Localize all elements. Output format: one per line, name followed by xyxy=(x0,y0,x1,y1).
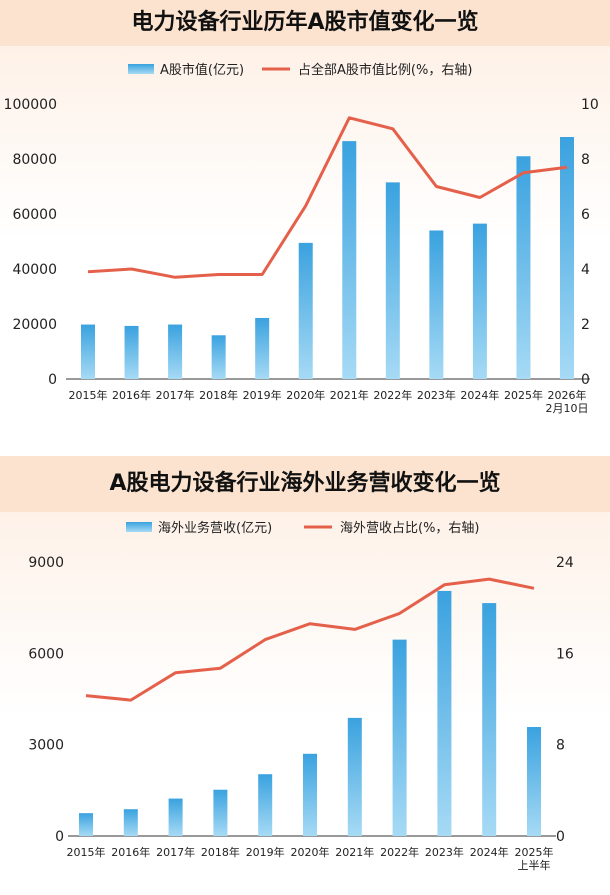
y-tick-label: 40000 xyxy=(12,262,57,278)
y-tick-label: 6000 xyxy=(28,646,64,662)
x-tick-label: 2024年 xyxy=(460,388,499,402)
y-tick-label: 0 xyxy=(48,372,57,388)
bar xyxy=(342,141,357,379)
legend-bar-label: A股市值(亿元) xyxy=(160,62,244,78)
x-tick-label: 2017年 xyxy=(156,845,195,859)
bar xyxy=(79,813,93,836)
chart-title: 电力设备行业历年A股市值变化一览 xyxy=(0,0,610,46)
x-tick-label: 2015年 xyxy=(69,388,108,402)
y2-tick-label: 0 xyxy=(556,829,565,845)
bar xyxy=(516,156,531,379)
x-tick-label: 2020年 xyxy=(286,388,325,402)
bar xyxy=(527,727,541,836)
y-tick-label: 80000 xyxy=(12,152,57,168)
bar xyxy=(168,324,183,379)
market-cap-chart: A股市值(亿元) 占全部A股市值比例(%，右轴) 0 20000 40000 60000 8… xyxy=(4,62,599,415)
overseas-revenue-chart-panel: A股电力设备行业海外业务营收变化一览 海外业务营收(亿元) 海外营收占比(%，右轴… xyxy=(0,456,610,895)
legend-line-label: 占全部A股市值比例(%，右轴) xyxy=(298,62,472,78)
y2-tick-label: 0 xyxy=(581,372,590,388)
x-tick-label: 2024年 xyxy=(470,845,509,859)
x-tick-label: 2025年上半年 xyxy=(515,845,554,872)
legend-line-label: 海外营收占比(%，右轴) xyxy=(340,521,480,536)
y2-tick-label: 8 xyxy=(581,152,590,168)
y2-tick-label: 4 xyxy=(581,262,590,278)
x-tick-label: 2021年 xyxy=(335,845,374,859)
bar xyxy=(81,324,95,379)
x-tick-label: 2023年 xyxy=(425,845,464,859)
bar xyxy=(303,753,317,836)
bar xyxy=(560,137,574,379)
bar xyxy=(392,639,407,836)
y-tick-label: 20000 xyxy=(12,317,57,333)
y2-tick-label: 8 xyxy=(556,738,565,754)
chart-title: A股电力设备行业海外业务营收变化一览 xyxy=(0,456,610,512)
bar xyxy=(298,242,313,379)
y-tick-label: 3000 xyxy=(28,738,64,754)
bar xyxy=(385,182,400,379)
legend-bar-swatch xyxy=(126,522,152,532)
x-tick-label: 2023年 xyxy=(417,388,456,402)
x-tick-label: 2016年 xyxy=(111,845,150,859)
bar xyxy=(258,774,273,836)
y-tick-label: 0 xyxy=(55,829,64,845)
x-tick-label: 2016年 xyxy=(112,388,151,402)
y2-tick-label: 2 xyxy=(581,317,590,333)
bar xyxy=(168,798,183,836)
x-tick-label: 2022年 xyxy=(373,388,412,402)
x-tick-label: 2026年 2月10日 xyxy=(546,388,589,415)
y-tick-label: 60000 xyxy=(12,207,57,223)
bar xyxy=(347,717,362,836)
legend-bar-swatch xyxy=(128,64,154,74)
ratio-line xyxy=(85,577,535,702)
legend-bar-label: 海外业务营收(亿元) xyxy=(158,520,272,536)
bar xyxy=(429,230,444,379)
x-tick-label: 2025年 xyxy=(504,388,543,402)
x-tick-label: 2018年 xyxy=(201,845,240,859)
x-tick-label: 2022年 xyxy=(380,845,419,859)
y2-tick-label: 16 xyxy=(556,646,574,662)
x-tick-label: 2017年 xyxy=(156,388,195,402)
ratio-line xyxy=(87,116,568,279)
x-tick-label: 2015年 xyxy=(67,845,106,859)
overseas-revenue-chart: 海外业务营收(亿元) 海外营收占比(%，右轴) 0 3000 6000 9000 0 8 16 2… xyxy=(28,520,574,872)
x-tick-label: 2019年 xyxy=(243,388,282,402)
bar xyxy=(123,809,138,836)
y2-tick-label: 24 xyxy=(556,555,574,571)
bar xyxy=(255,317,270,379)
bar xyxy=(472,223,487,379)
y2-tick-label: 10 xyxy=(581,97,599,113)
bar xyxy=(211,335,226,379)
x-tick-label: 2018年 xyxy=(199,388,238,402)
bar xyxy=(482,603,497,836)
x-tick-label: 2021年 xyxy=(330,388,369,402)
bar xyxy=(213,789,228,836)
y-tick-label: 100000 xyxy=(4,97,57,113)
market-cap-chart-panel: 电力设备行业历年A股市值变化一览 A股市值(亿元) 占全部A股市值比例(%，右轴)… xyxy=(0,0,610,440)
y2-tick-label: 6 xyxy=(581,207,590,223)
y-tick-label: 9000 xyxy=(28,555,64,571)
x-tick-label: 2020年 xyxy=(291,845,330,859)
bar xyxy=(124,325,139,379)
bar xyxy=(437,590,452,836)
x-tick-label: 2019年 xyxy=(246,845,285,859)
